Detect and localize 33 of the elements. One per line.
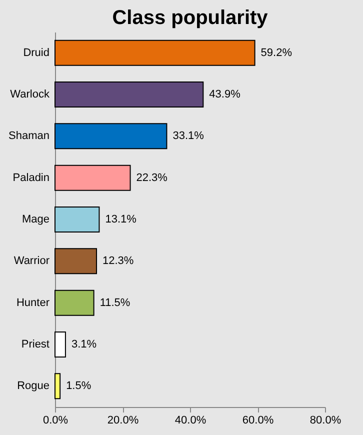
- data-label: 33.1%: [172, 130, 204, 142]
- data-label: 59.2%: [260, 46, 292, 59]
- y-tick-label: Shaman: [8, 130, 50, 142]
- bar: [54, 290, 94, 316]
- data-label: 11.5%: [100, 296, 130, 309]
- y-tick-label: Priest: [21, 338, 50, 350]
- bar: [54, 332, 66, 358]
- y-tick-label: Warrior: [14, 255, 50, 268]
- y-tick-label: Warlock: [10, 88, 50, 100]
- bar: [54, 82, 204, 108]
- data-label: 13.1%: [105, 214, 137, 226]
- data-label: 3.1%: [71, 338, 97, 350]
- x-tick-label: 60.0%: [242, 414, 274, 426]
- bar: [54, 123, 168, 150]
- x-tick-label: 0.0%: [42, 414, 68, 426]
- data-label: 43.9%: [209, 88, 241, 100]
- x-tick-label: 80.0%: [310, 414, 342, 426]
- data-label: 1.5%: [66, 380, 92, 392]
- y-tick-label: Hunter: [16, 296, 50, 309]
- y-tick-label: Mage: [22, 214, 50, 226]
- data-label: 12.3%: [102, 255, 134, 268]
- y-tick-label: Druid: [23, 46, 50, 59]
- bar: [54, 164, 131, 191]
- bar: [54, 40, 256, 66]
- y-tick-label: Rogue: [17, 380, 50, 392]
- y-tick-label: Paladin: [12, 172, 50, 184]
- bar: [54, 206, 100, 232]
- data-label: 22.3%: [136, 172, 168, 184]
- x-tick-label: 20.0%: [107, 414, 139, 426]
- bar: [54, 373, 61, 400]
- x-tick-label: 40.0%: [174, 414, 206, 426]
- bar: [54, 248, 98, 274]
- chart-title: Class popularity: [112, 7, 269, 29]
